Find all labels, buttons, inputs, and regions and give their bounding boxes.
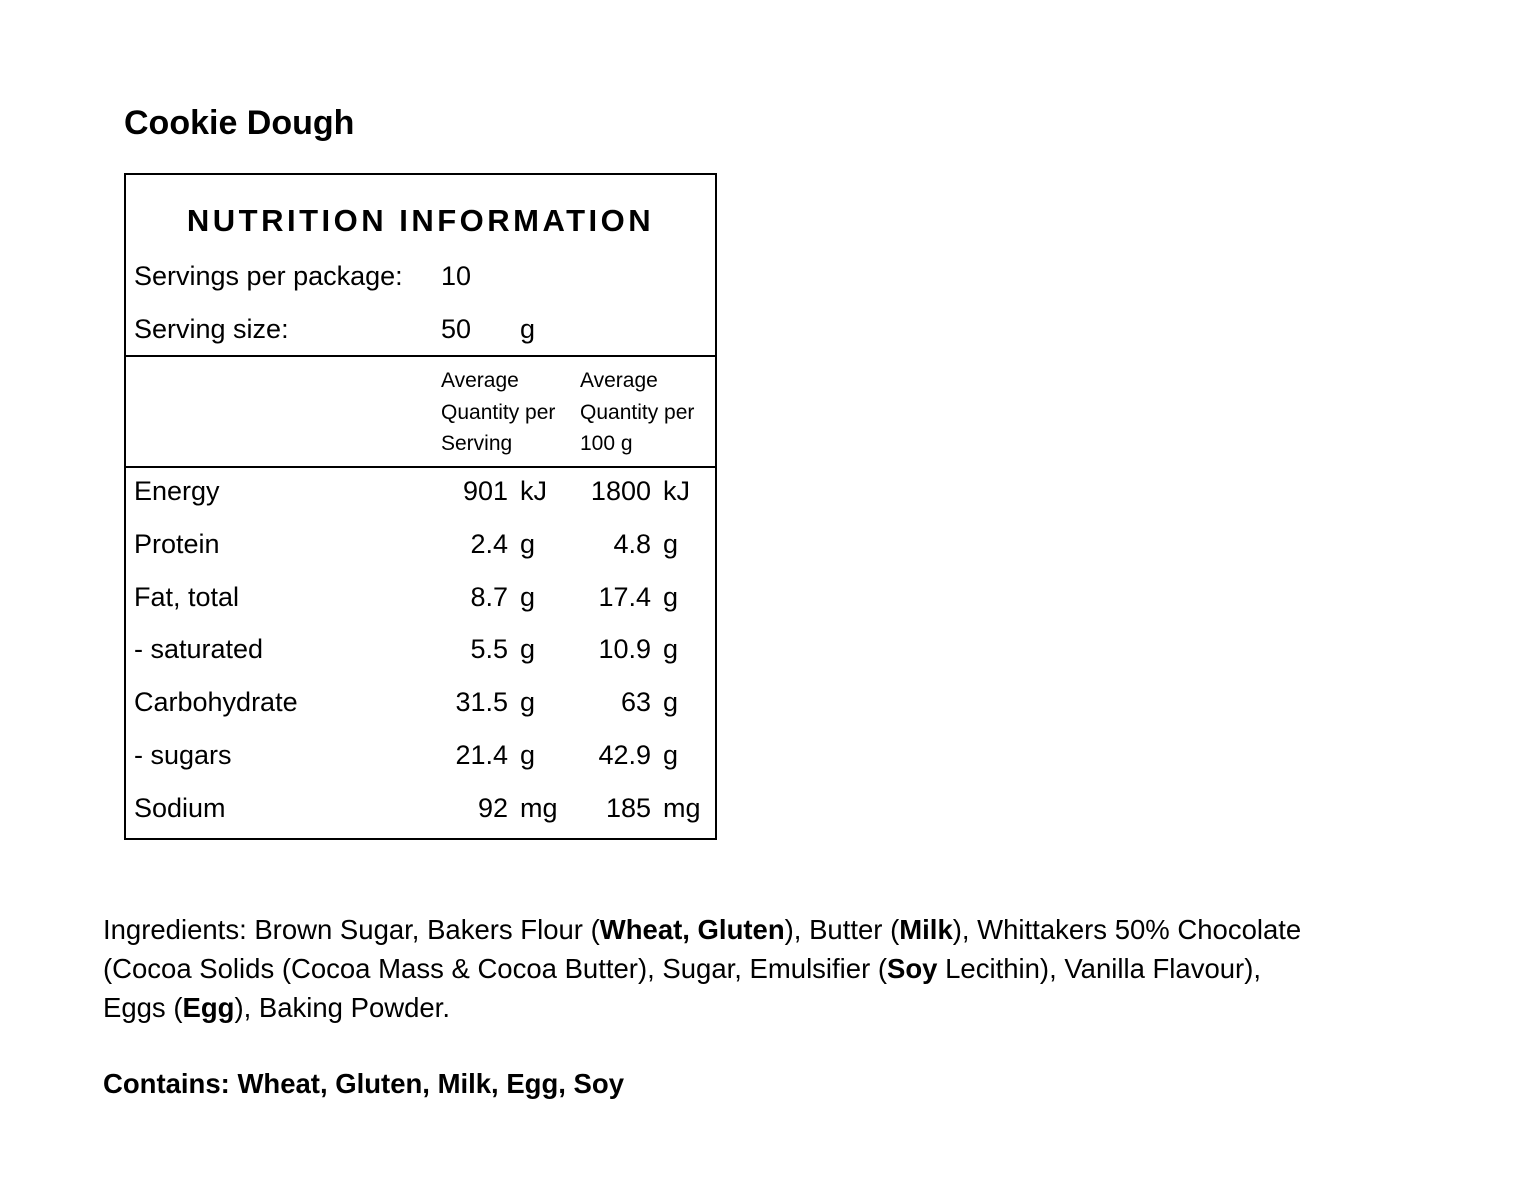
column-header: Quantity per [580,400,695,424]
serving-unit: g [520,634,536,665]
column-header: Quantity per [441,400,556,424]
nutrient-name: - sugars [134,740,232,770]
serving-unit: g [520,581,536,612]
per100-unit: g [663,634,679,665]
per100-value: 10.9 [598,634,651,665]
ingredients: Ingredients: Brown Sugar, Bakers Flour (… [103,910,1303,1027]
nutrient-name: Fat, total [134,581,240,612]
serving-size-value: 50 [441,314,472,344]
nutrient-name: Protein [134,528,220,559]
nutrient-name: Energy [134,476,220,506]
ingredient-text: ), Baking Powder. [234,992,450,1023]
column-header: 100 g [580,432,633,455]
per100-value: 185 [605,792,651,823]
ingredient-text: ), Whittakers 50% Chocolate (Cocoa Solid… [103,914,1302,984]
ingredient-text: Lecithin), Vanilla Flavour), Eggs ( [103,953,1261,1023]
allergen-highlight: Wheat, Gluten [599,914,785,945]
panel-heading: NUTRITION INFORMATION [186,203,655,238]
serving-size-unit: g [520,314,536,344]
serving-value: 5.5 [470,634,508,665]
divider [126,466,715,468]
per100-value: 17.4 [598,581,651,612]
serving-value: 901 [462,476,508,506]
nutrition-panel: NUTRITION INFORMATION Servings per packa… [124,173,717,840]
serving-unit: g [520,740,536,770]
per100-unit: g [663,581,679,612]
per100-unit: g [663,528,679,559]
column-header: Serving [441,432,513,455]
allergen-highlight: Egg [182,992,235,1023]
serving-unit: mg [520,792,558,823]
allergen-highlight: Milk [899,914,953,945]
serving-value: 21.4 [455,740,508,770]
allergen-highlight: Soy [887,953,938,984]
per100-unit: kJ [663,476,690,506]
per100-value: 4.8 [613,528,651,559]
column-header: Average [580,369,658,392]
column-header: Average [441,369,519,392]
serving-unit: g [520,687,536,718]
allergen-statement: Contains: Wheat, Gluten, Milk, Egg, Soy [103,1068,624,1099]
serving-value: 31.5 [455,687,508,718]
ingredient-text: Ingredients: Brown Sugar, Bakers Flour ( [103,914,600,945]
serving-value: 8.7 [470,581,508,612]
ingredient-text: ), Butter ( [784,914,900,945]
servings-value: 10 [441,261,472,291]
nutrient-name: Sodium [134,792,226,823]
serving-value: 2.4 [470,528,508,559]
per100-unit: g [663,740,679,770]
serving-value: 92 [477,792,508,823]
nutrient-name: Carbohydrate [134,687,298,718]
divider [126,355,715,357]
nutrient-name: - saturated [134,634,264,665]
per100-value: 42.9 [598,740,651,770]
servings-label: Servings per package: [134,261,403,291]
per100-value: 1800 [590,476,651,506]
per100-unit: mg [663,792,701,823]
per100-value: 63 [620,687,651,718]
per100-unit: g [663,687,679,718]
serving-size-label: Serving size: [134,314,289,344]
product-title: Cookie Dough [124,104,355,142]
serving-unit: g [520,528,536,559]
serving-unit: kJ [520,476,547,506]
